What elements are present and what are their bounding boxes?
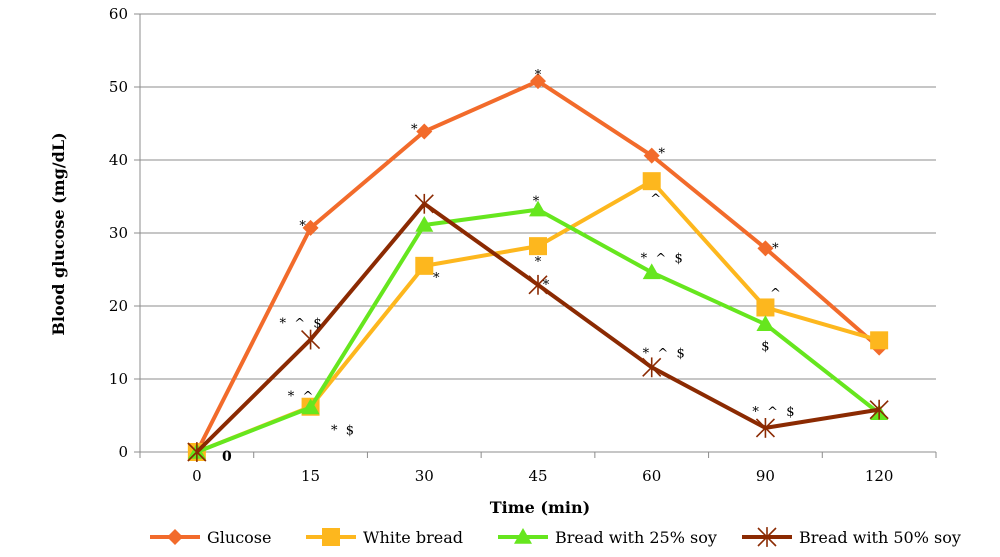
x-tick-label: 60	[642, 467, 661, 485]
data-point	[757, 240, 774, 257]
data-point	[643, 147, 660, 164]
legend-label: Glucose	[207, 528, 271, 547]
significance-label: *	[535, 255, 542, 270]
significance-label: *	[433, 271, 440, 286]
y-tick-labels: 0 10 20 30 40 50 60	[109, 5, 128, 461]
data-point	[529, 200, 547, 217]
data-point	[302, 219, 319, 236]
series-group	[187, 73, 889, 462]
significance-label: * $	[331, 423, 354, 438]
data-point	[322, 528, 340, 546]
data-point	[415, 215, 434, 232]
data-point	[756, 315, 775, 331]
legend-item: Bread with 25% soy	[498, 528, 717, 547]
x-tick-label: 90	[756, 467, 775, 485]
significance-label: * ^ $	[279, 317, 321, 332]
data-point	[514, 528, 532, 544]
y-axis-title: Blood glucose (mg/dL)	[49, 132, 68, 335]
legend: Glucose White bread Bread with 25% soy Brea…	[150, 527, 961, 547]
legend-label: Bread with 50% soy	[799, 528, 961, 547]
y-tick-label: 20	[109, 297, 128, 315]
y-tick-label: 50	[109, 78, 128, 96]
data-point	[529, 237, 547, 256]
significance-label: *	[299, 219, 306, 234]
legend-item: Bread with 50% soy	[742, 527, 961, 547]
significance-label: * ^ $	[643, 346, 685, 361]
series-bread-with-50-soy	[187, 193, 889, 462]
data-point	[528, 274, 548, 295]
data-point	[642, 357, 662, 378]
significance-label: * ^ $	[641, 251, 683, 266]
y-tick-label: 10	[109, 370, 128, 388]
data-point	[167, 529, 183, 545]
legend-item: White bread	[306, 528, 463, 547]
data-point	[757, 527, 777, 547]
significance-label: * ^	[288, 390, 314, 405]
significance-label: *	[543, 278, 550, 293]
significance-label: *	[411, 123, 418, 138]
legend-label: Bread with 25% soy	[555, 528, 717, 547]
data-point	[416, 123, 433, 140]
significance-label: ^	[770, 286, 781, 301]
data-point	[755, 418, 775, 438]
data-point	[414, 193, 434, 214]
annotations: 0** ^ $* ^* $*******^* ^ $* ^ $*^$* ^ $	[222, 68, 795, 465]
data-point	[301, 329, 321, 350]
data-point	[415, 256, 434, 275]
data-point	[869, 399, 889, 420]
x-tick-labels: 0 15 30 45 60 90 120	[192, 467, 893, 485]
x-tick-label: 30	[415, 467, 434, 485]
data-point	[642, 263, 661, 280]
significance-label: *	[535, 68, 542, 83]
x-tick-label: 15	[301, 467, 320, 485]
data-point	[530, 73, 546, 90]
legend-label: White bread	[363, 528, 463, 547]
significance-label: ^	[650, 192, 661, 207]
data-point	[642, 172, 661, 191]
data-point	[301, 398, 320, 415]
legend-item: Glucose	[150, 528, 271, 547]
x-axis-title: Time (min)	[490, 498, 590, 517]
x-tick-label: 120	[865, 467, 894, 485]
data-point	[187, 442, 207, 462]
data-point	[756, 298, 775, 317]
y-tick-label: 0	[118, 443, 128, 461]
significance-label: $	[761, 339, 769, 354]
significance-label: 0	[222, 449, 232, 465]
significance-label: *	[772, 241, 779, 256]
axes	[139, 14, 937, 458]
y-tick-label: 60	[109, 5, 128, 23]
significance-label: *	[658, 147, 665, 162]
significance-label: * ^ $	[752, 405, 794, 420]
y-tick-label: 30	[109, 224, 128, 242]
y-tick-label: 40	[109, 151, 128, 169]
data-point	[870, 331, 889, 350]
significance-label: *	[533, 195, 540, 210]
x-tick-label: 0	[192, 467, 202, 485]
x-tick-label: 45	[528, 467, 547, 485]
